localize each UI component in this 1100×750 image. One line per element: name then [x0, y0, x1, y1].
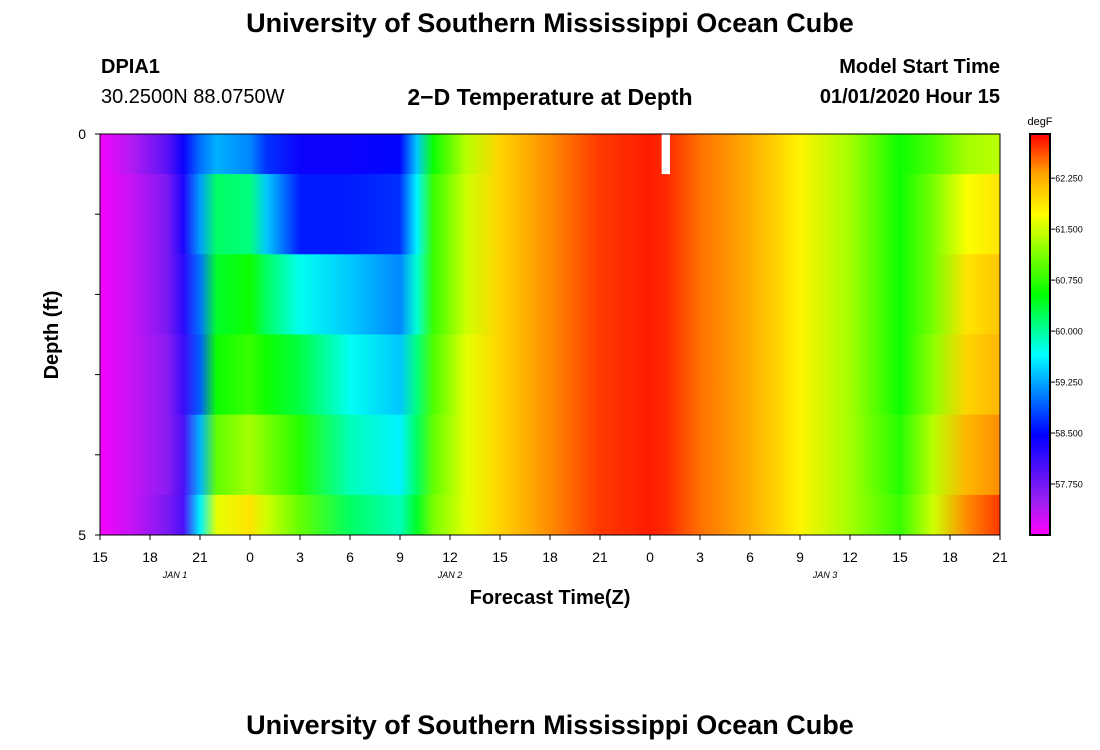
model-start-value: 01/01/2020 Hour 15 [819, 86, 1000, 108]
date-label: JAN 2 [437, 570, 463, 580]
x-axis-label: Forecast Time(Z) [470, 587, 631, 609]
x-tick-label: 3 [696, 549, 704, 565]
colorbar-tick-label: 58.500 [1055, 429, 1083, 439]
x-tick-label: 15 [92, 549, 108, 565]
station-id: DPIA1 [101, 56, 160, 78]
x-tick-label: 3 [296, 549, 304, 565]
x-tick-label: 6 [346, 549, 354, 565]
heatmap-layer [100, 414, 1000, 496]
x-tick-label: 15 [492, 549, 508, 565]
x-tick-label: 6 [746, 549, 754, 565]
plot-title: 2−D Temperature at Depth [407, 84, 693, 110]
colorbar-tick-label: 61.500 [1055, 225, 1083, 235]
x-tick-label: 12 [442, 549, 458, 565]
date-label: JAN 1 [162, 570, 188, 580]
x-tick-label: 0 [646, 549, 654, 565]
model-start-label: Model Start Time [839, 56, 1000, 78]
colorbar-tick-label: 59.250 [1055, 378, 1083, 388]
colorbar-tick-label: 60.000 [1055, 327, 1083, 337]
x-tick-label: 15 [892, 549, 908, 565]
x-tick-label: 21 [192, 549, 208, 565]
heatmap-layer [100, 494, 1000, 536]
x-tick-label: 21 [592, 549, 608, 565]
colorbar-unit: degF [1027, 116, 1052, 128]
x-tick-label: 18 [942, 549, 958, 565]
missing-data-marker [661, 134, 670, 175]
x-tick-label: 18 [142, 549, 158, 565]
x-tick-label: 21 [992, 549, 1008, 565]
x-tick-label: 9 [396, 549, 404, 565]
date-label: JAN 3 [812, 570, 838, 580]
colorbar-gradient [1029, 133, 1051, 536]
x-tick-label: 12 [842, 549, 858, 565]
colorbar-tick-label: 57.750 [1055, 480, 1083, 490]
x-tick-label: 18 [542, 549, 558, 565]
page-title: University of Southern Mississippi Ocean… [246, 8, 854, 38]
heatmap-layer [100, 334, 1000, 416]
heatmap-layers [100, 134, 1000, 536]
footer-title: University of Southern Mississippi Ocean… [246, 710, 854, 740]
heatmap-layer [100, 174, 1000, 255]
y-axis-label: Depth (ft) [41, 291, 63, 380]
x-tick-label: 0 [246, 549, 254, 565]
colorbar: 57.750 58.500 59.250 60.000 60.750 61.500 62.2… [1027, 116, 1083, 536]
y-tick-label: 0 [78, 126, 86, 142]
heatmap-layer [100, 134, 1000, 175]
heatmap-layer [100, 254, 1000, 335]
x-tick-label: 9 [796, 549, 804, 565]
station-coords: 30.2500N 88.0750W [101, 86, 285, 108]
y-tick-label: 5 [78, 527, 86, 543]
colorbar-tick-label: 62.250 [1055, 174, 1083, 184]
colorbar-tick-label: 60.750 [1055, 276, 1083, 286]
axes: 15 18 21 0 3 6 9 12 15 18 21 0 3 6 9 12 15 18 21 JAN 1 JAN 2… [78, 126, 1008, 580]
